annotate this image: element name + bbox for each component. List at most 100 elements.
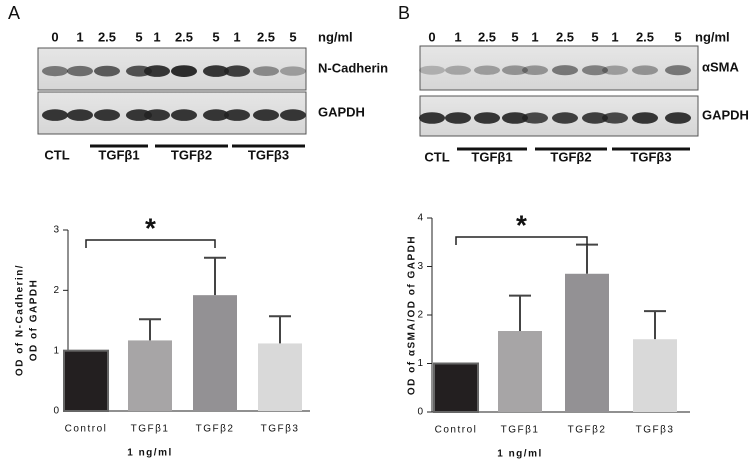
y-tick-label: 0 bbox=[417, 407, 423, 418]
band bbox=[67, 65, 93, 77]
band bbox=[224, 65, 250, 77]
dose-label: 2.5 bbox=[98, 29, 116, 44]
y-tick-label: 1 bbox=[53, 345, 59, 356]
bar bbox=[63, 349, 109, 412]
control-label: CTL bbox=[44, 147, 69, 162]
row-label: N-Cadherin bbox=[318, 60, 388, 75]
band bbox=[253, 66, 279, 76]
x-tick-label: TGFβ3 bbox=[636, 425, 675, 436]
band bbox=[445, 65, 471, 75]
band bbox=[280, 109, 306, 121]
band bbox=[502, 112, 528, 124]
band bbox=[94, 109, 120, 121]
band bbox=[602, 65, 628, 75]
dose-label: 1 bbox=[454, 29, 461, 44]
panel-letter: A bbox=[8, 3, 20, 23]
band bbox=[522, 112, 548, 124]
annotation: * bbox=[145, 212, 156, 243]
group-label: TGFβ1 bbox=[98, 147, 139, 162]
dose-label: 5 bbox=[212, 29, 219, 44]
dose-label: 2.5 bbox=[478, 29, 496, 44]
bar bbox=[193, 295, 237, 411]
group-label: TGFβ1 bbox=[471, 149, 512, 164]
dose-label: 5 bbox=[289, 29, 296, 44]
band bbox=[602, 112, 628, 124]
dose-label: 1 bbox=[531, 29, 538, 44]
group-label: TGFβ2 bbox=[171, 147, 212, 162]
band bbox=[126, 65, 152, 77]
band bbox=[171, 109, 197, 121]
band bbox=[582, 65, 608, 76]
band bbox=[445, 112, 471, 124]
y-tick-label: 4 bbox=[417, 213, 423, 224]
group-label: TGFβ2 bbox=[550, 149, 591, 164]
significance-bracket bbox=[85, 239, 216, 248]
band bbox=[144, 65, 170, 77]
y-axis-title: OD of αSMA/OD of GAPDH bbox=[407, 235, 418, 395]
y-axis-title: OD of N-Cadherin/ bbox=[15, 264, 26, 376]
y-tick-label: 2 bbox=[53, 285, 59, 296]
band bbox=[144, 109, 170, 121]
band bbox=[552, 112, 578, 124]
dose-label: 1 bbox=[153, 29, 160, 44]
x-tick-label: TGFβ3 bbox=[261, 424, 300, 435]
band bbox=[665, 112, 691, 124]
control-label: CTL bbox=[424, 149, 449, 164]
band bbox=[203, 65, 229, 77]
dose-label: 1 bbox=[233, 29, 240, 44]
dose-label: 5 bbox=[511, 29, 518, 44]
band bbox=[224, 109, 250, 121]
dose-label: 2.5 bbox=[556, 29, 574, 44]
row-label: GAPDH bbox=[702, 107, 749, 122]
band bbox=[280, 66, 306, 76]
x-axis-title: 1 ng/ml bbox=[127, 448, 173, 459]
x-axis-title: 1 ng/ml bbox=[497, 449, 543, 460]
band bbox=[502, 65, 528, 75]
dose-label: 2.5 bbox=[636, 29, 654, 44]
x-tick-label: TGFβ2 bbox=[196, 424, 235, 435]
x-tick-label: Control bbox=[435, 425, 478, 436]
dose-label: 5 bbox=[674, 29, 681, 44]
group-label: TGFβ3 bbox=[248, 147, 289, 162]
x-tick-label: Control bbox=[65, 424, 108, 435]
bar bbox=[258, 343, 302, 411]
unit-label: ng/ml bbox=[318, 29, 353, 44]
group-label: TGFβ3 bbox=[630, 149, 671, 164]
dose-label: 1 bbox=[611, 29, 618, 44]
dose-label: 0 bbox=[428, 29, 435, 44]
annotation: * bbox=[516, 209, 527, 240]
unit-label: ng/ml bbox=[695, 29, 730, 44]
band bbox=[632, 112, 658, 124]
y-tick-label: 0 bbox=[53, 406, 59, 417]
bar bbox=[498, 331, 542, 412]
bar bbox=[633, 339, 677, 412]
band bbox=[474, 65, 500, 75]
band bbox=[94, 65, 120, 77]
row-label: αSMA bbox=[702, 59, 739, 74]
dose-label: 1 bbox=[76, 29, 83, 44]
bar bbox=[433, 362, 479, 413]
band bbox=[665, 65, 691, 76]
y-axis-title: OD of GAPDH bbox=[29, 279, 40, 362]
band bbox=[203, 109, 229, 121]
band bbox=[582, 112, 608, 124]
y-tick-label: 3 bbox=[417, 261, 423, 272]
x-tick-label: TGFβ1 bbox=[131, 424, 170, 435]
band bbox=[474, 112, 500, 124]
band bbox=[419, 65, 445, 75]
x-tick-label: TGFβ2 bbox=[568, 425, 607, 436]
band bbox=[42, 66, 68, 77]
row-label: GAPDH bbox=[318, 104, 365, 119]
band bbox=[171, 65, 197, 77]
panel-letter: B bbox=[398, 3, 410, 23]
band bbox=[632, 65, 658, 75]
band bbox=[552, 65, 578, 76]
band bbox=[253, 109, 279, 121]
x-tick-label: TGFβ1 bbox=[501, 425, 540, 436]
band bbox=[67, 109, 93, 121]
dose-label: 0 bbox=[51, 29, 58, 44]
bar bbox=[565, 273, 609, 412]
dose-label: 2.5 bbox=[257, 29, 275, 44]
